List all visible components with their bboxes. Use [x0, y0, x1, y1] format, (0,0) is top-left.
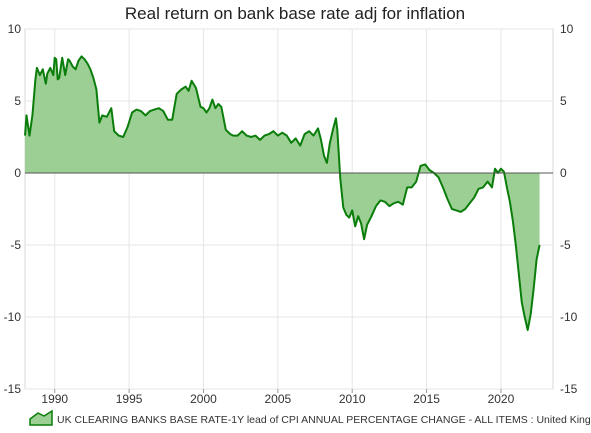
y-tick-label-right: -15 [560, 382, 578, 396]
legend[interactable]: UK CLEARING BANKS BASE RATE-1Y lead of C… [29, 409, 591, 426]
y-tick-label-right: -10 [560, 310, 578, 324]
x-tick-label: 2000 [190, 392, 217, 406]
axes: 1990 1995 2000 2005 2010 2015 2020 10 10 5 5 0 0 -5 -5… [4, 22, 578, 406]
legend-swatch-icon [29, 409, 53, 426]
grid [24, 28, 554, 390]
x-tick-label: 2020 [488, 392, 515, 406]
plot-frame [24, 28, 554, 390]
x-tick-label: 2005 [264, 392, 291, 406]
x-tick-label: 1995 [116, 392, 143, 406]
series-line [24, 55, 541, 331]
x-tick-label: 2015 [413, 392, 440, 406]
legend-label: UK CLEARING BANKS BASE RATE-1Y lead of C… [57, 414, 591, 426]
y-tick-label-left: -10 [4, 310, 22, 324]
chart-title: Real return on bank base rate adj for in… [125, 4, 465, 23]
series-area [25, 56, 540, 331]
y-tick-label-left: 10 [8, 22, 22, 36]
y-tick-label-right: 5 [560, 94, 567, 108]
plot-area [24, 55, 553, 331]
y-tick-label-right: -5 [560, 238, 571, 252]
y-tick-label-left: 0 [14, 166, 21, 180]
x-tick-label: 2010 [339, 392, 366, 406]
y-tick-label-right: 10 [560, 22, 574, 36]
y-tick-label-left: -15 [4, 382, 22, 396]
y-tick-label-left: 5 [14, 94, 21, 108]
x-tick-label: 1990 [41, 392, 68, 406]
y-tick-label-right: 0 [560, 166, 567, 180]
y-tick-label-left: -5 [10, 238, 21, 252]
